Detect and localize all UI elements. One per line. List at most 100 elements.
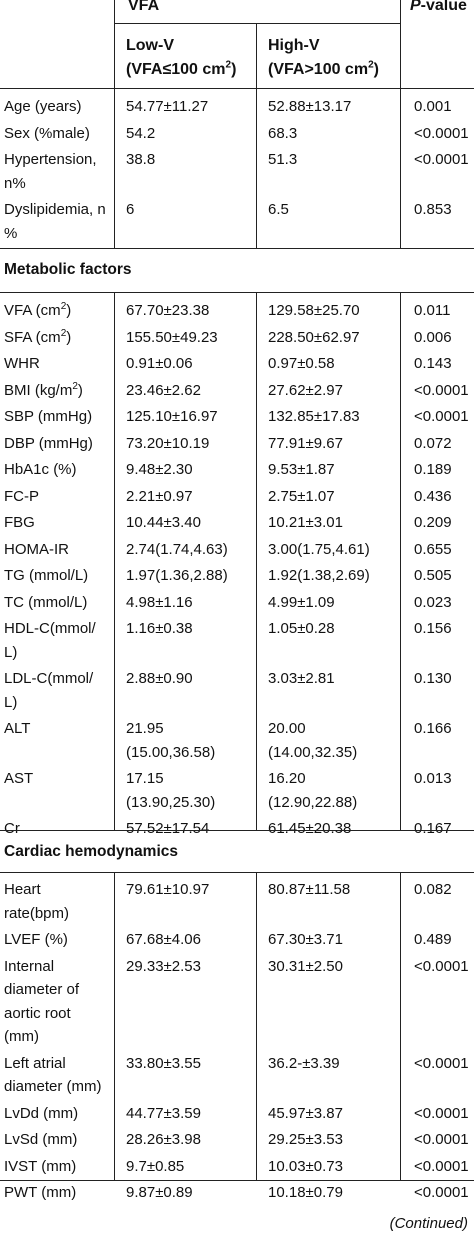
rule <box>256 872 257 1180</box>
metabolic-row-high-value: 16.20 <box>268 770 306 787</box>
cardiac-row-low-value: 9.87±0.89 <box>126 1184 193 1201</box>
metabolic-row-low-value: 2.74(1.74,4.63) <box>126 540 228 558</box>
metabolic-row-p-value: 0.156 <box>414 620 452 637</box>
demographic-row-label: Dyslipidemia, n <box>4 201 106 218</box>
metabolic-row-low-value: 1.97(1.36,2.88) <box>126 567 228 584</box>
rule <box>114 872 115 1180</box>
metabolic-row-high-value: 1.05±0.28 <box>268 620 335 637</box>
metabolic-row-low-value: 17.15 <box>126 770 164 787</box>
cardiac-row-p-value: 0.082 <box>414 881 452 898</box>
metabolic-row-p-value: 0.167 <box>414 820 452 837</box>
metabolic-row-high-value: 3.00(1.75,4.61) <box>268 540 370 558</box>
header-high-v-sub: (VFA>100 cm2) <box>268 59 379 78</box>
metabolic-row-low-value: 23.46±2.62 <box>126 381 201 399</box>
cardiac-row-high-value: 29.25±3.53 <box>268 1131 343 1148</box>
metabolic-row-label: L) <box>4 693 18 711</box>
metabolic-row-p-value: 0.189 <box>414 461 452 478</box>
cardiac-row-label: LvDd (mm) <box>4 1104 79 1122</box>
demographic-row-high-value: 52.88±13.17 <box>268 98 352 115</box>
metabolic-row-low-value: 125.10±16.97 <box>126 408 218 425</box>
metabolic-row-p-value: 0.006 <box>414 328 452 346</box>
metabolic-row-high-value: 3.03±2.81 <box>268 670 335 687</box>
metabolic-row-label: TC (mmol/L) <box>4 593 88 611</box>
header-low-v: Low-V <box>126 37 174 54</box>
cardiac-row-label: (mm) <box>4 1028 39 1045</box>
cardiac-row-low-value: 44.77±3.59 <box>126 1104 201 1122</box>
metabolic-row-low-value: 2.21±0.97 <box>126 487 193 505</box>
metabolic-row-high-value: 27.62±2.97 <box>268 381 343 399</box>
metabolic-row-high-value: 4.99±1.09 <box>268 593 335 611</box>
metabolic-row-label: VFA (cm2) <box>4 301 72 320</box>
metabolic-row-label: BMI (kg/m2) <box>4 380 83 399</box>
metabolic-row-low-value: (15.00,36.58) <box>126 743 216 761</box>
cardiac-row-high-value: 30.31±2.50 <box>268 957 343 975</box>
metabolic-row-low-value: 1.16±0.38 <box>126 620 193 637</box>
metabolic-row-p-value: 0.072 <box>414 434 452 452</box>
cardiac-row-label: diameter (mm) <box>4 1078 102 1095</box>
metabolic-row-p-value: 0.655 <box>414 540 452 558</box>
demographic-row-p-value: 0.001 <box>414 98 452 115</box>
rule <box>0 872 474 873</box>
rule <box>400 292 401 830</box>
demographic-row-high-value: 51.3 <box>268 151 298 168</box>
section-cardiac: Cardiac hemodynamics <box>4 843 179 860</box>
cardiac-row-p-value: <0.0001 <box>414 957 469 975</box>
metabolic-row-label: L) <box>4 643 18 661</box>
metabolic-row-label: LDL-C(mmol/ <box>4 670 94 687</box>
metabolic-row-label: HbA1c (%) <box>4 461 77 478</box>
metabolic-row-high-value: 129.58±25.70 <box>268 302 360 319</box>
metabolic-row-high-value: 2.75±1.07 <box>268 487 335 505</box>
cardiac-row-label: LvSd (mm) <box>4 1131 78 1148</box>
header-pvalue: P-value <box>410 0 467 14</box>
rule <box>256 292 257 830</box>
demographic-row-label: Sex (%male) <box>4 124 90 142</box>
demographic-row-low-value: 38.8 <box>126 151 156 168</box>
rule <box>114 0 115 248</box>
demographic-row-label: n% <box>4 174 26 192</box>
rule <box>0 830 474 831</box>
cardiac-row-high-value: 45.97±3.87 <box>268 1104 343 1122</box>
metabolic-row-high-value: 0.97±0.58 <box>268 355 335 372</box>
metabolic-row-low-value: (13.90,25.30) <box>126 793 216 811</box>
section-metabolic: Metabolic factors <box>4 261 132 278</box>
cardiac-row-high-value: 80.87±11.58 <box>268 881 351 898</box>
metabolic-row-high-value: 1.92(1.38,2.69) <box>268 567 370 584</box>
cardiac-row-low-value: 67.68±4.06 <box>126 931 201 948</box>
cardiac-row-low-value: 33.80±3.55 <box>126 1054 201 1072</box>
demographic-row-high-value: 6.5 <box>268 201 289 218</box>
metabolic-row-label: SBP (mmHg) <box>4 408 93 425</box>
metabolic-row-p-value: 0.023 <box>414 593 452 611</box>
metabolic-row-p-value: 0.505 <box>414 567 452 584</box>
metabolic-row-low-value: 9.48±2.30 <box>126 461 193 478</box>
rule <box>256 23 257 248</box>
metabolic-row-p-value: <0.0001 <box>414 408 469 425</box>
demographic-row-label: % <box>4 224 18 242</box>
metabolic-row-p-value: <0.0001 <box>414 381 469 399</box>
metabolic-row-high-value: (12.90,22.88) <box>268 793 358 811</box>
header-vfa: VFA <box>128 0 160 14</box>
rule <box>400 872 401 1180</box>
demographic-row-label: Age (years) <box>4 98 82 115</box>
demographic-row-p-value: 0.853 <box>414 201 452 218</box>
cardiac-row-label: diameter of <box>4 981 80 998</box>
metabolic-row-label: HOMA-IR <box>4 540 69 558</box>
metabolic-row-p-value: 0.209 <box>414 514 452 531</box>
metabolic-row-low-value: 4.98±1.16 <box>126 593 193 611</box>
metabolic-row-label: DBP (mmHg) <box>4 434 93 452</box>
header-high-v: High-V <box>268 37 320 54</box>
metabolic-row-label: AST <box>4 770 34 787</box>
rule <box>114 292 115 830</box>
metabolic-row-low-value: 67.70±23.38 <box>126 302 210 319</box>
rule <box>0 292 474 293</box>
cardiac-row-label: Left atrial <box>4 1054 66 1072</box>
cardiac-row-high-value: 10.03±0.73 <box>268 1157 343 1175</box>
metabolic-row-high-value: 9.53±1.87 <box>268 461 335 478</box>
cardiac-row-p-value: 0.489 <box>414 931 452 948</box>
demographic-row-p-value: <0.0001 <box>414 124 469 142</box>
cardiac-row-label: PWT (mm) <box>4 1184 77 1201</box>
metabolic-row-low-value: 0.91±0.06 <box>126 355 193 372</box>
rule <box>0 88 474 89</box>
metabolic-row-high-value: 77.91±9.67 <box>268 434 343 452</box>
metabolic-row-low-value: 21.95 <box>126 720 164 737</box>
